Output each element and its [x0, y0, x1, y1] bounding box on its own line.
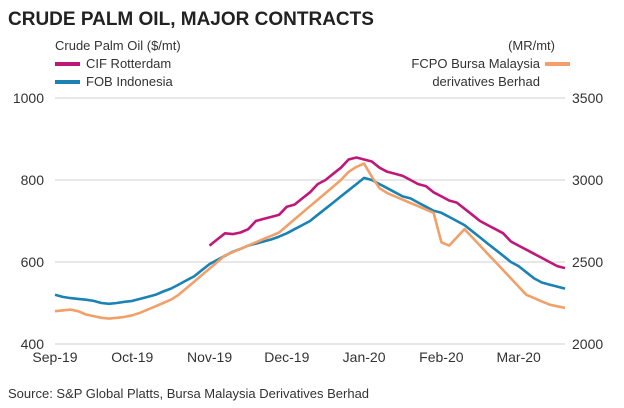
series-group — [54, 156, 566, 320]
source-note: Source: S&P Global Platts, Bursa Malaysi… — [8, 386, 369, 401]
right-axis-ticks: 2000 2500 3000 3500 — [572, 90, 603, 352]
left-tick-label: 400 — [21, 336, 45, 352]
series-line-2 — [54, 162, 566, 320]
left-axis-label: Crude Palm Oil ($/mt) — [55, 38, 181, 53]
x-tick-label: Feb-20 — [419, 349, 464, 365]
x-tick-label: Nov-19 — [187, 349, 232, 365]
left-axis-ticks: 400 600 800 1000 — [13, 90, 44, 352]
left-tick-label: 1000 — [13, 90, 44, 106]
chart-title: CRUDE PALM OIL, MAJOR CONTRACTS — [8, 9, 374, 30]
x-tick-label: Jan-20 — [343, 349, 386, 365]
x-tick-label: Oct-19 — [111, 349, 153, 365]
legend-label-fcpo-line2: derivatives Berhad — [432, 74, 540, 89]
legend-label-fob: FOB Indonesia — [86, 74, 173, 89]
series-line-1 — [54, 176, 566, 306]
legend-label-fcpo-line1: FCPO Bursa Malaysia — [411, 56, 540, 71]
x-tick-label: Mar-20 — [496, 349, 541, 365]
gridlines — [55, 97, 565, 345]
x-axis-ticks: Sep-19 Oct-19 Nov-19 Dec-19 Jan-20 Feb-20 Mar-… — [32, 349, 541, 365]
right-axis-label: (MR/mt) — [508, 38, 555, 53]
left-tick-label: 600 — [21, 254, 45, 270]
right-tick-label: 3500 — [572, 90, 603, 106]
right-tick-label: 2000 — [572, 336, 603, 352]
x-tick-label: Sep-19 — [32, 349, 77, 365]
right-tick-label: 3000 — [572, 172, 603, 188]
right-tick-label: 2500 — [572, 254, 603, 270]
legend-label-cif: CIF Rotterdam — [86, 56, 171, 71]
x-tick-label: Dec-19 — [264, 349, 309, 365]
left-tick-label: 800 — [21, 172, 45, 188]
series-line-0 — [208, 156, 566, 270]
